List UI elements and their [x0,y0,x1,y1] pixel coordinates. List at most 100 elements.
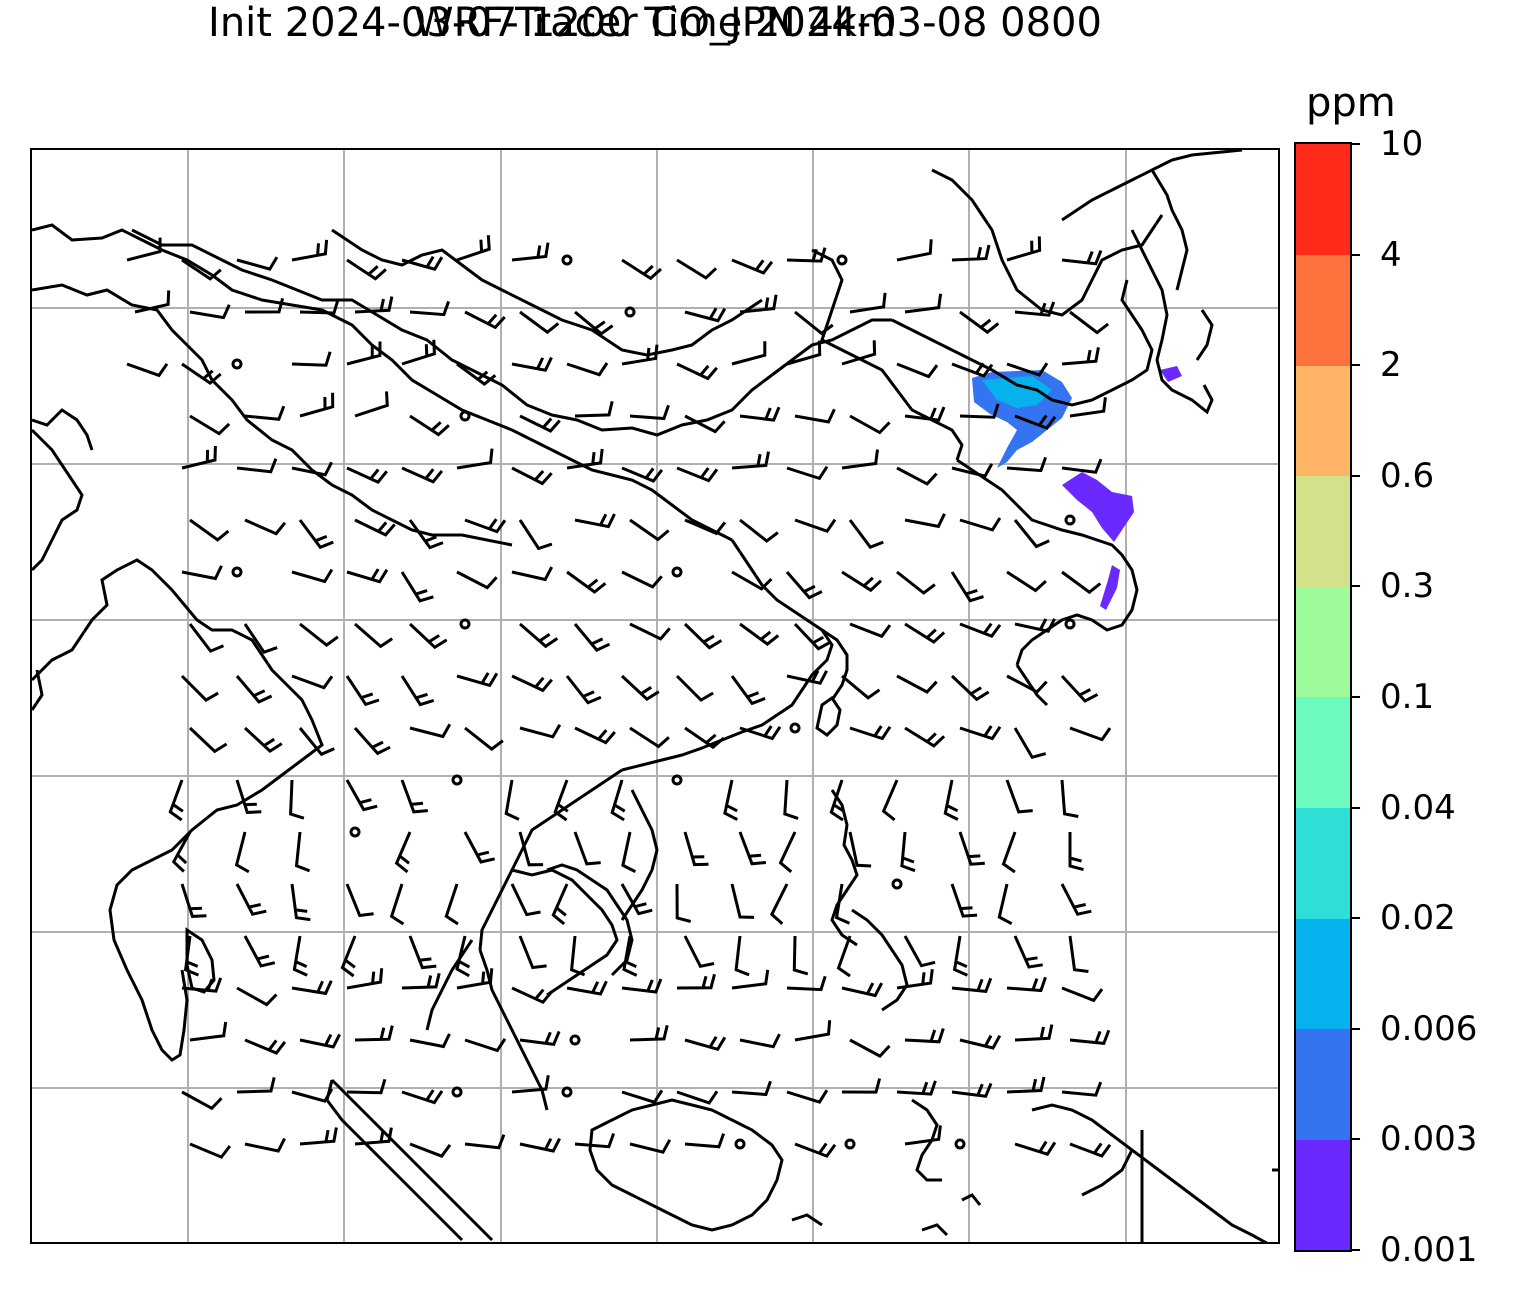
wind-barb [841,570,883,593]
wind-barb [1060,779,1079,818]
wind-barb [511,986,553,1005]
wind-barb [1013,935,1043,969]
wind-barb [189,1142,232,1159]
wind-barb [291,980,333,996]
wind-barb [621,466,664,483]
wind-barb [573,623,611,652]
calm-wind-marker [844,1138,856,1150]
wind-barb [1061,986,1104,1003]
wind-barb [620,674,660,701]
coastline-segment [621,539,834,772]
wind-barb [610,779,626,822]
wind-barb [299,392,335,418]
wind-barb [793,622,832,651]
plume-korea [1062,472,1134,542]
colorbar-segment [1296,144,1350,256]
coastline-segment [1081,1149,1134,1197]
coastline-segment [330,1078,494,1242]
plume-northeast-china-core [982,376,1052,408]
calm-wind-marker [569,1034,581,1046]
wind-barb [769,883,789,925]
wind-barb [510,883,541,917]
wind-barb [794,1142,837,1158]
colorbar-tick-label: 2 [1380,345,1402,386]
wind-barb [739,294,778,314]
wind-barb [189,414,231,436]
colorbar-tick-label: 0.003 [1380,1119,1478,1160]
wind-barb [783,779,799,820]
wind-barb [786,1089,829,1104]
coastline-segment [830,789,859,947]
wind-barb [180,674,219,702]
wind-barb [621,258,663,281]
wind-barb [511,242,550,262]
wind-barb [1014,1024,1054,1042]
wind-barb [345,675,380,707]
wind-barb [289,779,305,820]
wind-barb [904,1125,942,1146]
wind-barb [354,1025,394,1042]
wind-barb [1061,250,1103,266]
wind-barb [518,831,544,867]
colorbar-segment [1296,365,1350,477]
coastline-segment [1015,664,1049,707]
wind-barb [739,622,780,646]
colorbar-tick [1350,917,1360,920]
wind-barb [738,831,767,866]
wind-barb [849,414,891,435]
wind-barb [1061,1081,1103,1097]
wind-barb [951,463,994,478]
calm-wind-marker [561,254,573,266]
wind-barb [346,968,384,990]
wind-barb [243,623,278,654]
coastline-segment [32,408,94,451]
wind-barb [565,675,602,705]
wind-barb [684,307,727,323]
wind-barb [189,304,231,320]
colorbar-tick-label: 0.001 [1380,1230,1478,1270]
wind-barb [243,726,283,753]
wind-barb [951,1082,993,1098]
wind-barb [354,1127,393,1146]
wind-barb [519,723,562,739]
wind-barb [734,935,750,977]
wind-barb [456,362,497,386]
wind-barbs [126,235,1112,1159]
wind-barb [244,518,287,536]
colorbar-segment [1296,254,1350,366]
wind-barb [904,406,946,422]
wind-barb [574,310,614,336]
wind-barb [463,831,496,864]
colorbar-tick-label: 0.02 [1380,898,1456,939]
wind-barb [904,622,946,644]
wind-barb [551,883,569,926]
coastline-segment [811,248,964,461]
wind-barb [676,466,719,483]
coastline-segment [478,949,549,1111]
wind-barb [896,239,933,262]
coastline-segment [1130,229,1214,415]
wind-barb [730,883,755,919]
colorbar-tick [1350,696,1360,698]
wind-barb [345,779,378,812]
wind-barb [456,968,494,990]
wind-barb [675,674,714,702]
coastline-segment [331,228,763,357]
coastline-segment [32,428,84,572]
wind-barb [848,519,884,550]
wind-barb [464,1134,506,1150]
wind-barb [181,977,223,993]
wind-barb [629,1024,669,1042]
colorbar-segment [1296,697,1350,809]
wind-barb [849,1038,891,1058]
wind-barb [629,622,671,641]
wind-barb [456,672,499,688]
colorbar-tick [1350,1027,1360,1030]
wind-barb [1068,832,1084,872]
wind-barb [904,726,946,748]
wind-barb [519,1030,561,1047]
calm-wind-marker [231,566,243,578]
wind-barb [511,1075,550,1094]
wind-barb [629,1139,672,1154]
wind-barb [456,235,491,262]
